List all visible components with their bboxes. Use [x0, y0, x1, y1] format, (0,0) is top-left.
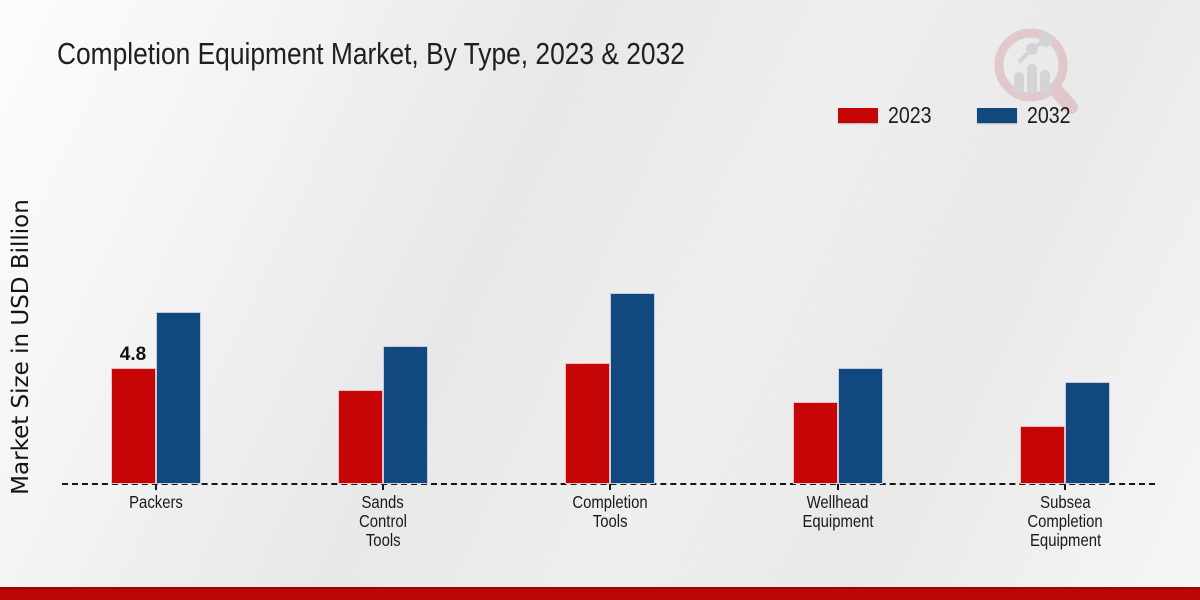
bar-2032-packers: [155, 312, 201, 484]
legend: 2023 2032: [838, 102, 1078, 129]
x-axis-tick-wellhead-equipment: [836, 484, 839, 490]
bar-2023-packers: [110, 368, 156, 484]
legend-swatch-2032: [977, 108, 1018, 123]
x-axis-tick-subsea-completion-equipment: [1064, 484, 1067, 490]
x-axis-baseline: [62, 483, 1155, 485]
legend-label-2032: 2032: [1027, 102, 1071, 128]
x-axis-tick-packers: [154, 484, 157, 490]
legend-item-2023: 2023: [838, 102, 939, 129]
bar-2023-sands-control-tools: [337, 390, 383, 484]
bar-2032-completion-tools: [610, 293, 656, 484]
category-label-completion-tools: Completion Tools: [572, 492, 648, 531]
category-label-subsea-completion-equipment: Subsea Completion Equipment: [1027, 492, 1103, 550]
category-label-wellhead-equipment: Wellhead Equipment: [802, 492, 874, 531]
category-label-packers: Packers: [128, 492, 183, 512]
legend-swatch-2023: [838, 108, 878, 123]
bar-2032-subsea-completion-equipment: [1065, 382, 1111, 484]
bar-2023-completion-tools: [565, 363, 611, 484]
bar-2023-wellhead-equipment: [792, 402, 838, 484]
x-axis-tick-sands-control-tools: [381, 484, 384, 490]
brand-footer-bar: [0, 587, 1200, 600]
chart-title: Completion Equipment Market, By Type, 20…: [57, 36, 796, 72]
legend-item-2032: 2032: [977, 102, 1078, 129]
category-label-sands-control-tools: Sands Control Tools: [358, 492, 407, 550]
x-axis-tick-completion-tools: [609, 484, 612, 490]
market-research-watermark-logo: [994, 28, 1078, 114]
bar-2023-subsea-completion-equipment: [1020, 426, 1066, 484]
legend-label-2023: 2023: [888, 102, 932, 128]
data-label-2023-packers: 4.8: [119, 344, 147, 365]
bar-2032-sands-control-tools: [382, 346, 428, 484]
bar-2032-wellhead-equipment: [837, 368, 883, 484]
magnifier-icon: [994, 28, 1078, 114]
chart-title-text: Completion Equipment Market, By Type, 20…: [57, 36, 685, 71]
